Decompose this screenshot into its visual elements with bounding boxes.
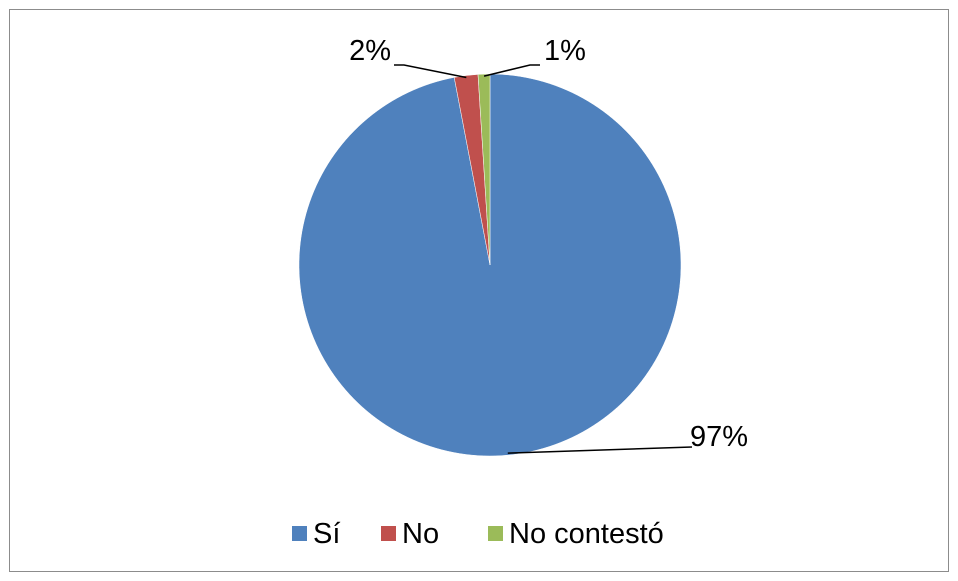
leader-line-no-contesto: [483, 64, 540, 77]
legend: Sí No No contestó: [292, 518, 664, 550]
data-label-no: 2%: [349, 35, 391, 67]
leader-line-si: [507, 446, 693, 454]
legend-label-si: Sí: [313, 518, 340, 550]
pie-chart: 97% 2% 1% Sí No No contestó: [292, 35, 748, 550]
leader-lines: [394, 64, 693, 454]
pie-slices: [298, 73, 682, 457]
legend-label-no: No: [402, 518, 439, 550]
legend-swatch-no: [381, 526, 396, 541]
data-label-si: 97%: [690, 421, 748, 453]
chart-frame: 97% 2% 1% Sí No No contestó: [9, 9, 949, 572]
legend-swatch-si: [292, 526, 307, 541]
data-label-no-contesto: 1%: [544, 35, 586, 67]
leader-line-no: [394, 64, 467, 79]
data-labels: 97% 2% 1%: [349, 35, 748, 453]
legend-swatch-no-contesto: [488, 526, 503, 541]
legend-label-no-contesto: No contestó: [509, 518, 664, 550]
